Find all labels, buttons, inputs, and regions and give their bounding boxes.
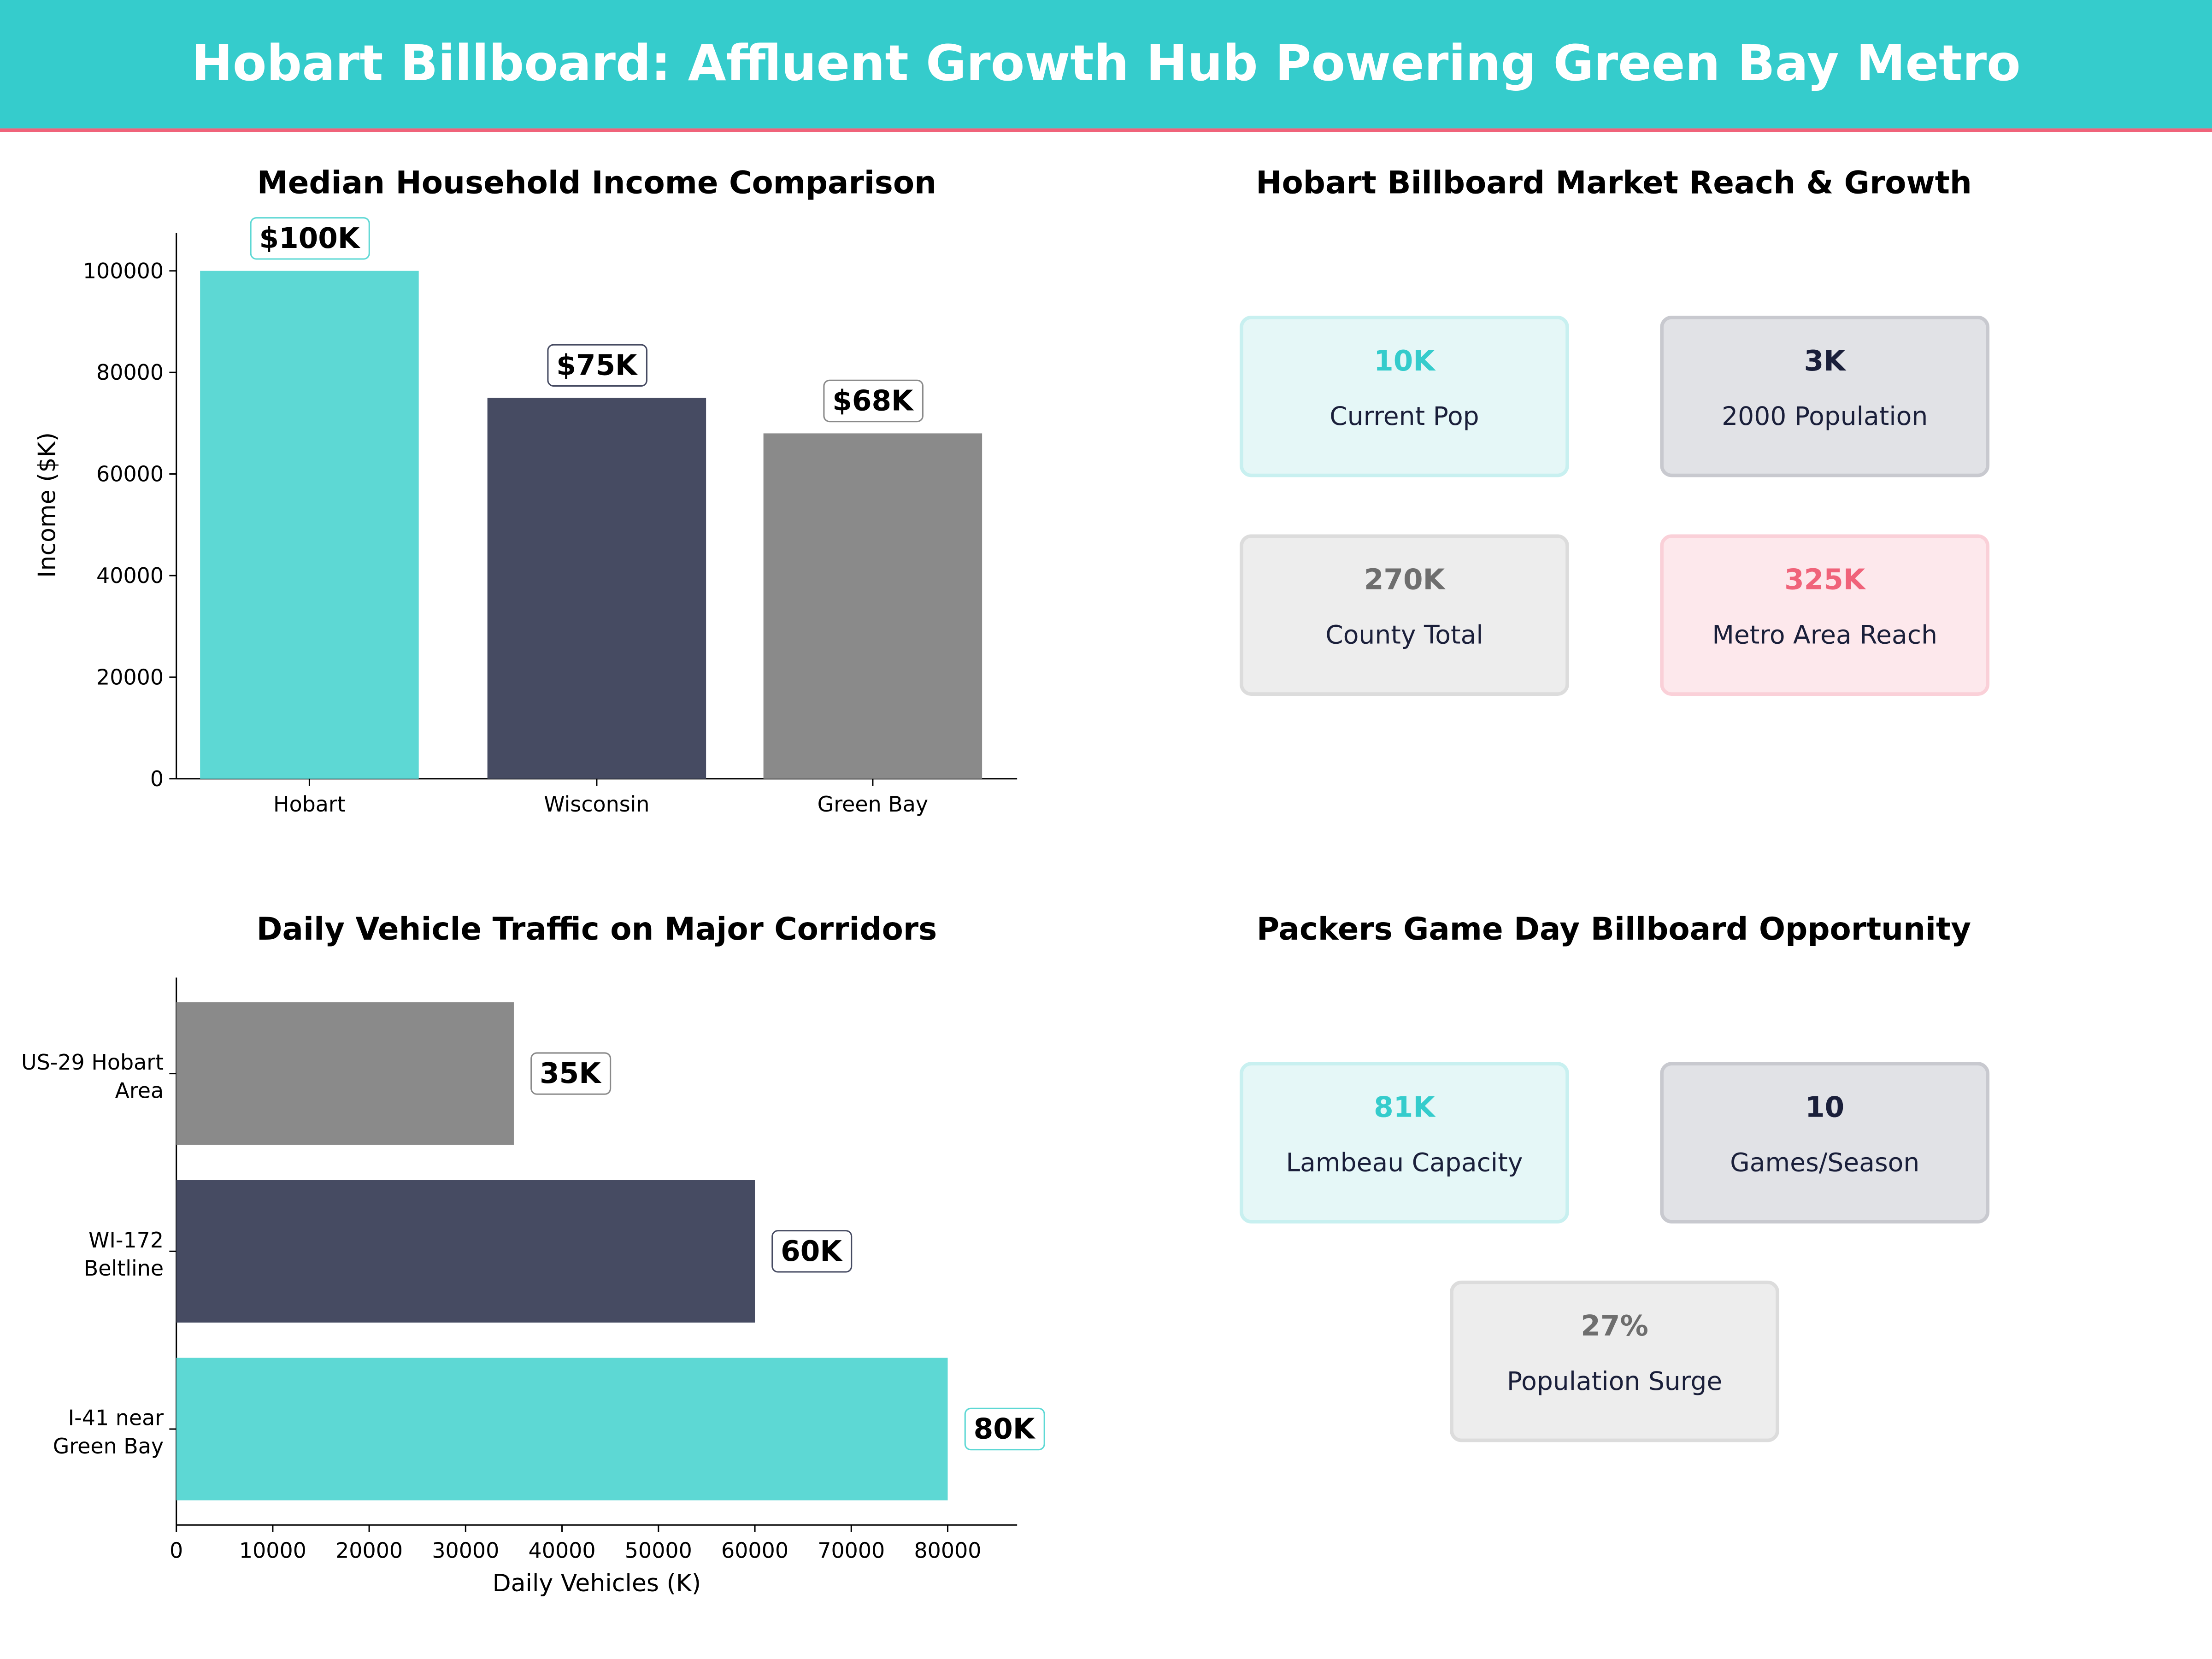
income-bar [487, 398, 706, 779]
traffic-data-label-text: 60K [781, 1235, 843, 1268]
header-accent-line [0, 128, 2212, 132]
income-x-tick-label: Wisconsin [544, 792, 649, 817]
traffic-bar [176, 1358, 948, 1500]
traffic-y-tick-label: US-29 Hobart [21, 1050, 164, 1075]
game-day-card-background [1240, 1062, 1569, 1224]
traffic-y-tick-label: WI-172 [88, 1228, 164, 1253]
income-x-tick-label: Hobart [273, 792, 346, 817]
market-reach-card-value: 10K [1374, 345, 1436, 377]
game-day-card-value: 27% [1581, 1310, 1648, 1342]
income-y-tick-label: 40000 [96, 563, 164, 588]
income-data-label: $68K [823, 379, 924, 423]
market-reach-card-label: Current Pop [1330, 401, 1479, 431]
game-day-card-value: 81K [1374, 1091, 1436, 1124]
game-day-card-label: Games/Season [1730, 1147, 1919, 1177]
market-reach-card-background [1660, 315, 1990, 477]
income-y-tick-label: 0 [150, 766, 164, 791]
game-day-title: Packers Game Day Billboard Opportunity [1257, 911, 1971, 947]
traffic-x-tick-label: 40000 [529, 1538, 596, 1563]
game-day-card-value: 10 [1805, 1091, 1844, 1124]
market-reach-card-background [1660, 534, 1990, 696]
traffic-x-tick-label: 70000 [818, 1538, 885, 1563]
income-data-label: $100K [250, 217, 370, 260]
market-reach-card-value: 3K [1804, 345, 1847, 377]
game-day-card-background [1450, 1280, 1779, 1442]
market-reach-card-value: 325K [1784, 564, 1866, 596]
income-bar [200, 271, 419, 779]
market-reach-card-label: 2000 Population [1722, 401, 1928, 431]
market-reach-card-label: Metro Area Reach [1712, 620, 1937, 650]
traffic-x-tick-label: 60000 [721, 1538, 788, 1563]
game-day-card-label: Lambeau Capacity [1286, 1147, 1523, 1177]
traffic-data-label-text: 80K [974, 1413, 1036, 1446]
kpi-cards: 10K Current Pop 3K 2000 Population 270K Count… [1240, 315, 1990, 1442]
market-reach-card: 3K 2000 Population [1660, 315, 1990, 477]
traffic-x-tick-label: 50000 [625, 1538, 692, 1563]
income-x-tick-label: Green Bay [818, 792, 928, 817]
market-reach-card-value: 270K [1364, 564, 1446, 596]
market-reach-card-background [1240, 315, 1569, 477]
market-reach-card: 10K Current Pop [1240, 315, 1569, 477]
traffic-x-tick-label: 30000 [432, 1538, 499, 1563]
traffic-chart-title: Daily Vehicle Traffic on Major Corridors [257, 911, 937, 947]
header-banner [0, 0, 2212, 129]
traffic-chart: Daily Vehicle Traffic on Major Corridors… [21, 911, 1045, 1597]
traffic-x-label: Daily Vehicles (K) [493, 1570, 701, 1597]
income-y-tick-label: 60000 [96, 462, 164, 487]
traffic-x-tick-label: 80000 [914, 1538, 981, 1563]
income-y-tick-label: 100000 [83, 259, 164, 283]
game-day-card: 27% Population Surge [1450, 1280, 1779, 1442]
traffic-y-tick-label: I-41 near [68, 1406, 164, 1430]
traffic-data-label-text: 35K [540, 1057, 602, 1090]
page-title: Hobart Billboard: Affluent Growth Hub Po… [191, 35, 2021, 92]
traffic-data-label: 80K [964, 1407, 1045, 1451]
income-y-label: Income ($K) [33, 432, 61, 578]
traffic-x-tick-label: 20000 [335, 1538, 403, 1563]
traffic-data-label: 60K [771, 1230, 853, 1273]
traffic-x-tick-label: 10000 [239, 1538, 306, 1563]
traffic-y-tick-label: Green Bay [53, 1434, 164, 1459]
income-data-label: $75K [547, 344, 647, 387]
market-reach-card: 270K County Total [1240, 534, 1569, 696]
income-data-label-text: $75K [556, 349, 638, 382]
market-reach-card-background [1240, 534, 1569, 696]
game-day-card-label: Population Surge [1507, 1366, 1722, 1396]
traffic-y-tick-label: Area [115, 1078, 164, 1103]
traffic-x-tick-label: 0 [170, 1538, 183, 1563]
market-reach-card: 325K Metro Area Reach [1660, 534, 1990, 696]
market-reach-card-label: County Total [1325, 620, 1483, 650]
traffic-y-tick-label: Beltline [84, 1256, 164, 1281]
game-day-card-background [1660, 1062, 1990, 1224]
traffic-data-label: 35K [530, 1052, 612, 1095]
traffic-bar [176, 1002, 514, 1145]
traffic-bar [176, 1180, 755, 1323]
market-reach-title: Hobart Billboard Market Reach & Growth [1256, 164, 1972, 200]
game-day-card: 10 Games/Season [1660, 1062, 1990, 1224]
income-data-label-text: $68K [832, 385, 914, 418]
income-y-tick-label: 20000 [96, 665, 164, 689]
income-y-tick-label: 80000 [96, 360, 164, 385]
income-chart-title: Median Household Income Comparison [257, 164, 936, 200]
income-data-label-text: $100K [259, 222, 361, 255]
income-chart: Median Household Income Comparison Incom… [33, 164, 1018, 817]
game-day-card: 81K Lambeau Capacity [1240, 1062, 1569, 1224]
income-bar [763, 433, 982, 779]
